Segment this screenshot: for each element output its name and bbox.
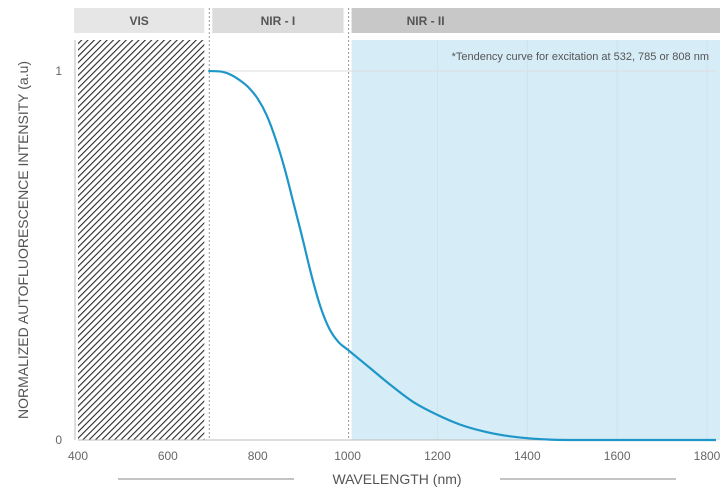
band-label: NIR - I (261, 14, 296, 28)
x-tick-label: 1000 (334, 449, 361, 463)
x-tick-label: 1600 (604, 449, 631, 463)
x-tick-label: 400 (68, 449, 88, 463)
band-label: VIS (129, 14, 148, 28)
x-tick-label: 1400 (514, 449, 541, 463)
axis-layer: 400 600 800 1000 1200 1400 1600 1800 0 1 (55, 40, 721, 463)
band-header (351, 8, 720, 33)
y-axis-title: NORMALIZED AUTOFLUORESCENCE INTENSITY (a… (15, 61, 31, 419)
x-tick-label: 1200 (424, 449, 451, 463)
x-axis-title: WAVELENGTH (nm) (332, 471, 461, 487)
text-layer: *Tendency curve for excitation at 532, 7… (15, 51, 709, 487)
curve-layer (208, 69, 716, 442)
band-vis-hatch (78, 40, 205, 440)
band-layer: VIS NIR - I NIR - II (74, 8, 720, 440)
series-line (208, 69, 716, 442)
x-tick-label: 1800 (694, 449, 721, 463)
annotation-note: *Tendency curve for excitation at 532, 7… (452, 51, 709, 63)
band-header (74, 8, 205, 33)
band-nir2-fill (351, 40, 720, 440)
y-tick-label: 1 (55, 64, 62, 78)
band-header (212, 8, 344, 33)
y-tick-label: 0 (55, 433, 62, 447)
x-tick-label: 600 (158, 449, 178, 463)
band-label: NIR - II (407, 14, 445, 28)
grid-layer (208, 8, 716, 440)
x-tick-label: 800 (248, 449, 268, 463)
